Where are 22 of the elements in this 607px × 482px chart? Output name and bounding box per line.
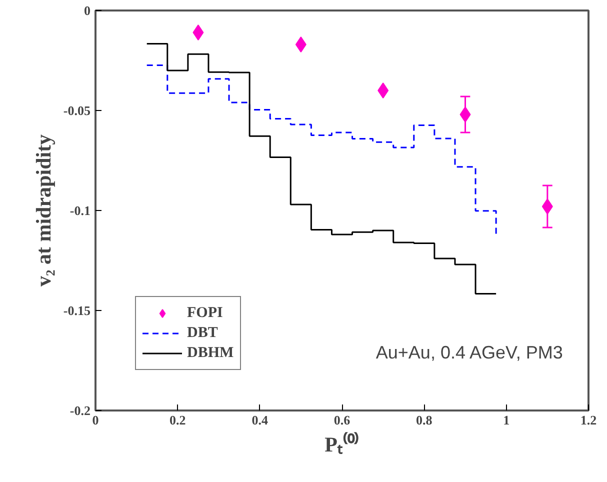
x-tick-label: 0.8 bbox=[416, 412, 433, 428]
legend-label: DBT bbox=[187, 324, 218, 342]
annotation: Au+Au, 0.4 AGeV, PM3 bbox=[376, 342, 563, 362]
y-tick-label: -0.2 bbox=[70, 403, 91, 418]
point bbox=[192, 24, 204, 40]
x-axis-title: Pₜ⁽⁰⁾ bbox=[324, 432, 360, 456]
x-tick-label: 0.2 bbox=[170, 412, 186, 428]
y-tick-label: -0.15 bbox=[63, 303, 91, 318]
x-tick-label: 1 bbox=[503, 412, 510, 428]
y-tick-label: -0.1 bbox=[70, 203, 91, 218]
legend-label: FOPI bbox=[187, 304, 223, 322]
y-tick-label: 0 bbox=[84, 3, 90, 18]
y-tick-label: -0.05 bbox=[63, 103, 91, 118]
point bbox=[542, 198, 553, 214]
x-tick-label: 1.2 bbox=[580, 412, 597, 428]
y-axis-title: v₂ at midrapidity bbox=[31, 134, 56, 287]
point bbox=[295, 36, 306, 52]
x-tick-label: 0.4 bbox=[252, 412, 268, 428]
x-tick-label: 0.6 bbox=[334, 412, 351, 428]
point bbox=[378, 82, 389, 98]
point bbox=[460, 106, 471, 122]
legend-label: DBHM bbox=[187, 344, 234, 362]
